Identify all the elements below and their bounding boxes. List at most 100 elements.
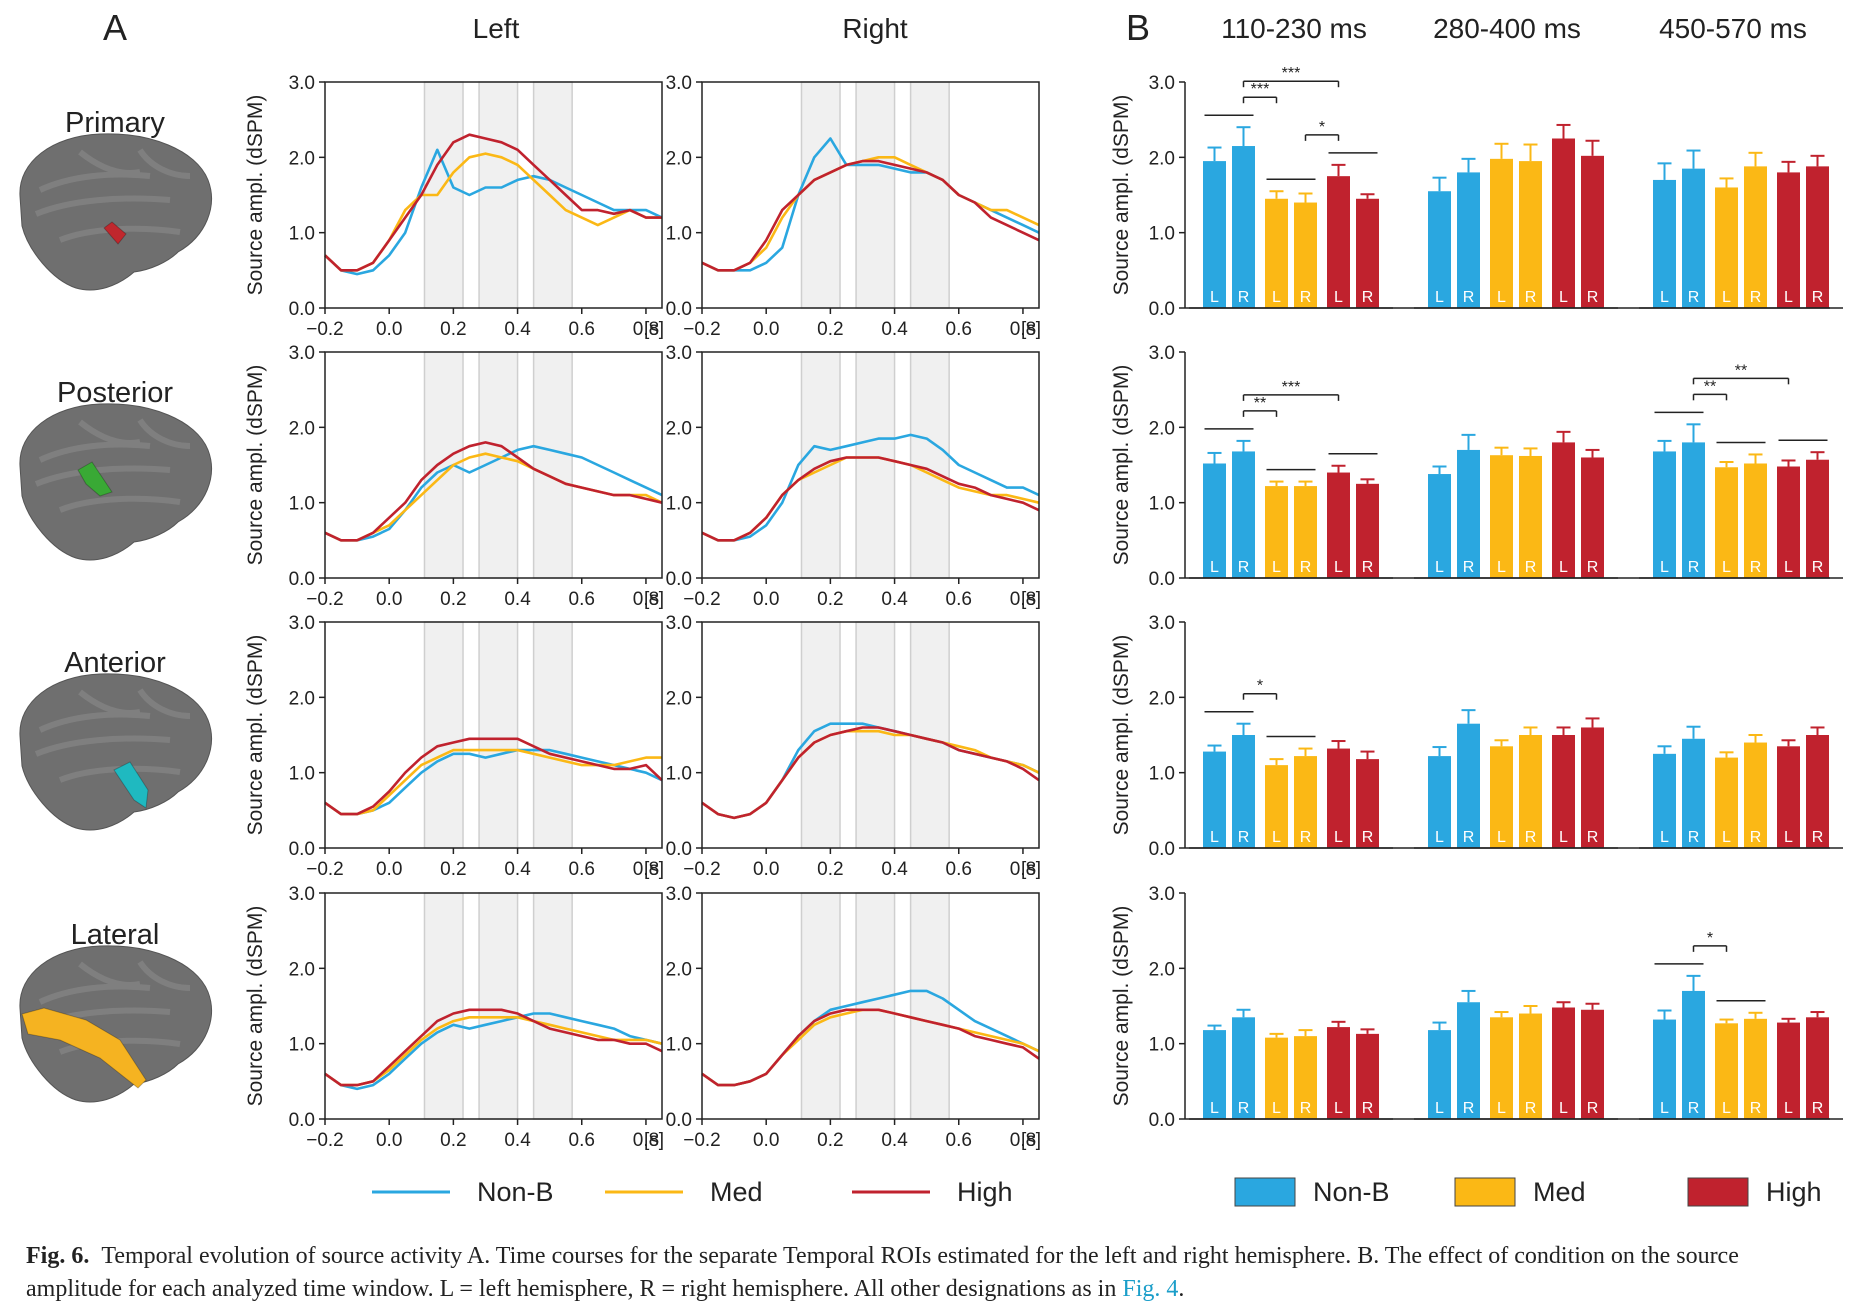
x-tick-label: −0.2 <box>306 319 344 340</box>
y-tick-label: 2.0 <box>666 418 692 439</box>
y-tick-label: 3.0 <box>1149 884 1175 905</box>
x-tick-label: 0.4 <box>504 859 531 880</box>
x-axis-unit: [s] <box>644 1130 664 1151</box>
bar-high-R <box>1806 1017 1829 1119</box>
bar-med-L <box>1265 1037 1288 1119</box>
y-tick-label: 2.0 <box>1149 418 1175 439</box>
bar-non-b-R <box>1232 146 1255 308</box>
bar-non-b-L <box>1203 463 1226 578</box>
bar-letter: R <box>1525 829 1537 846</box>
series-line-non-b <box>701 433 1040 542</box>
bar-letter: L <box>1272 829 1281 846</box>
series-line-high <box>701 1008 1040 1087</box>
line-chart-lateral-right: 0.01.02.03.0−0.2 0.0 0.2 0.4 0.6 0.8[s] <box>666 884 1041 1151</box>
y-tick-label: 0.0 <box>666 299 692 320</box>
series-line-high <box>701 726 1040 820</box>
x-tick-label: 0.0 <box>753 859 779 880</box>
legend-label: Med <box>710 1177 763 1207</box>
y-tick-label: 0.0 <box>1149 299 1175 320</box>
y-tick-label: 1.0 <box>1149 494 1175 515</box>
bar-high-L <box>1552 735 1575 848</box>
time-window-3 <box>532 621 573 849</box>
window-title-3: 450-570 ms <box>1659 13 1807 44</box>
y-tick-label: 1.0 <box>666 224 692 245</box>
caption-label: Fig. 6. <box>26 1243 90 1269</box>
time-window-1 <box>800 892 841 1120</box>
y-tick-label: 1.0 <box>1149 764 1175 785</box>
y-tick-label: 3.0 <box>1149 73 1175 94</box>
axes-frame <box>324 351 663 579</box>
y-tick-label: 2.0 <box>289 418 315 439</box>
y-tick-label: 0.0 <box>289 1110 315 1131</box>
bar-letter: L <box>1334 559 1343 576</box>
brain-primary-icon <box>19 133 212 291</box>
x-tick-label: 0.6 <box>569 1130 595 1151</box>
y-axis-label: Source ampl. (dSPM) <box>244 95 267 296</box>
bar-letter: L <box>1497 1100 1506 1117</box>
bar-letter: R <box>1812 289 1824 306</box>
bar-high-R <box>1356 759 1379 848</box>
y-axis-label: Source ampl. (dSPM) <box>244 635 267 836</box>
bar-letter: R <box>1463 289 1475 306</box>
bar-letter: L <box>1559 289 1568 306</box>
bar-letter: R <box>1238 1100 1250 1117</box>
bar-letter: L <box>1210 559 1219 576</box>
bar-letter: L <box>1497 829 1506 846</box>
brain-anterior-icon <box>19 673 212 831</box>
bar-med-R <box>1519 735 1542 848</box>
significance-stars: *** <box>1282 379 1301 396</box>
significance-stars: * <box>1319 119 1325 136</box>
bar-letter: R <box>1238 559 1250 576</box>
series-line-non-b <box>324 1012 663 1091</box>
time-window-1 <box>800 81 841 309</box>
bar-high-L <box>1552 442 1575 578</box>
x-tick-label: 0.8 <box>633 589 659 610</box>
x-tick-label: 0.4 <box>881 319 908 340</box>
y-axis-label: Source ampl. (dSPM) <box>244 906 267 1107</box>
x-tick-label: 0.8 <box>1010 589 1036 610</box>
bar-med-R <box>1294 202 1317 308</box>
bar-high-L <box>1327 176 1350 308</box>
legend-a-item-med: Med <box>605 1177 763 1207</box>
legend-box-swatch <box>1234 1177 1296 1207</box>
x-axis-unit: [s] <box>1021 589 1041 610</box>
x-axis-unit: [s] <box>644 589 664 610</box>
y-tick-label: 2.0 <box>1149 688 1175 709</box>
caption-link[interactable]: Fig. 4 <box>1122 1276 1179 1302</box>
series-line-non-b <box>324 444 663 542</box>
bar-high-L <box>1777 746 1800 848</box>
series-line-high <box>701 456 1040 542</box>
bar-letter: R <box>1463 1100 1475 1117</box>
x-axis-unit: [s] <box>644 859 664 880</box>
y-tick-label: 1.0 <box>666 494 692 515</box>
bar-non-b-L <box>1428 191 1451 308</box>
x-tick-label: 0.6 <box>569 589 595 610</box>
x-tick-label: 0.0 <box>376 589 402 610</box>
y-tick-label: 0.0 <box>1149 1110 1175 1131</box>
x-tick-label: 0.4 <box>504 1130 531 1151</box>
significance-stars: *** <box>1282 65 1301 82</box>
x-tick-label: 0.8 <box>1010 859 1036 880</box>
x-tick-label: 0.0 <box>376 1130 402 1151</box>
bar-chart-posterior: 0.0 1.0 2.0 3.0 Source ampl. (dSPM) L R L R L R L R L… <box>1110 343 1843 590</box>
y-tick-label: 0.0 <box>289 569 315 590</box>
x-tick-label: −0.2 <box>306 859 344 880</box>
time-window-2 <box>478 81 519 309</box>
bar-letter: L <box>1660 829 1669 846</box>
y-tick-label: 3.0 <box>289 613 315 634</box>
y-tick-label: 0.0 <box>1149 839 1175 860</box>
axes-frame <box>701 621 1040 849</box>
x-tick-label: 0.6 <box>946 319 972 340</box>
y-tick-label: 0.0 <box>289 299 315 320</box>
bar-letter: R <box>1300 289 1312 306</box>
bar-non-b-L <box>1203 1030 1226 1119</box>
series-line-non-b <box>324 148 663 276</box>
time-window-3 <box>532 351 573 579</box>
series-line-high <box>324 133 662 272</box>
bar-high-L <box>1327 748 1350 848</box>
bar-non-b-R <box>1457 449 1480 578</box>
x-tick-label: 0.2 <box>817 589 843 610</box>
y-tick-label: 2.0 <box>666 688 692 709</box>
caption-end: . <box>1178 1276 1185 1302</box>
time-window-2 <box>855 351 896 579</box>
